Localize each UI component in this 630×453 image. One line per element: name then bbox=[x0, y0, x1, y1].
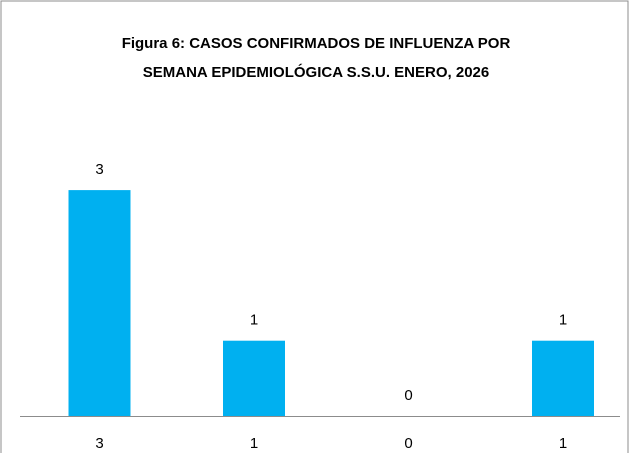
bar bbox=[223, 340, 285, 416]
data-label: 1 bbox=[250, 312, 258, 329]
x-tick-label: 3 bbox=[95, 435, 103, 452]
bar bbox=[68, 190, 131, 416]
data-label: 1 bbox=[559, 312, 567, 329]
x-tick-label: 1 bbox=[559, 435, 567, 452]
data-label: 0 bbox=[404, 387, 412, 404]
chart-title: SEMANA EPIDEMIOLÓGICA S.S.U. ENERO, 2026 bbox=[143, 63, 489, 81]
x-tick-label: 0 bbox=[404, 435, 412, 452]
data-label: 3 bbox=[95, 161, 103, 178]
bar bbox=[532, 340, 594, 416]
chart-title: Figura 6: CASOS CONFIRMADOS DE INFLUENZA… bbox=[122, 35, 511, 52]
x-tick-label: 1 bbox=[250, 435, 258, 452]
